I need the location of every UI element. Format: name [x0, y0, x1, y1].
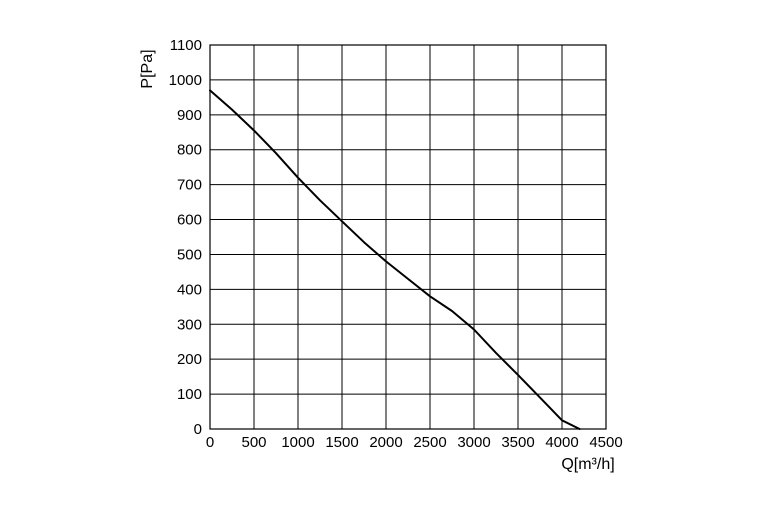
x-tick-label: 3500	[501, 434, 534, 451]
x-tick-label: 0	[206, 434, 214, 451]
y-tick-label: 100	[177, 386, 202, 403]
y-tick-label: 0	[194, 421, 202, 438]
x-tick-label: 4000	[545, 434, 578, 451]
y-tick-label: 500	[177, 246, 202, 263]
y-tick-label: 900	[177, 107, 202, 124]
x-tick-labels: 0 500 1000 1500 2000 2500 3000 3500 4000 4500	[206, 434, 623, 451]
y-axis-title: P[Pa]	[139, 49, 156, 88]
plot-frame	[209, 44, 607, 430]
y-tick-label: 300	[177, 316, 202, 333]
x-tick-label: 1500	[325, 434, 358, 451]
y-tick-label: 1100	[170, 37, 202, 54]
grid	[209, 44, 607, 430]
series-line	[209, 89, 581, 430]
x-tick-label: 4500	[589, 434, 622, 451]
y-tick-label: 600	[177, 212, 202, 229]
x-tick-label: 500	[241, 434, 266, 451]
x-axis-title: Q[m³/h]	[561, 456, 614, 473]
y-tick-label: 1000	[169, 72, 202, 89]
x-tick-label: 2000	[369, 434, 402, 451]
y-tick-label: 700	[177, 177, 202, 194]
y-tick-label: 200	[177, 351, 202, 368]
x-tick-label: 3000	[457, 434, 490, 451]
y-tick-label: 800	[177, 142, 202, 159]
y-tick-label: 400	[177, 281, 202, 298]
x-tick-label: 2500	[413, 434, 446, 451]
y-tick-labels: 0 100 200 300 400 500 600 700 800 900 1000 1100	[169, 37, 202, 438]
x-tick-label: 1000	[281, 434, 314, 451]
